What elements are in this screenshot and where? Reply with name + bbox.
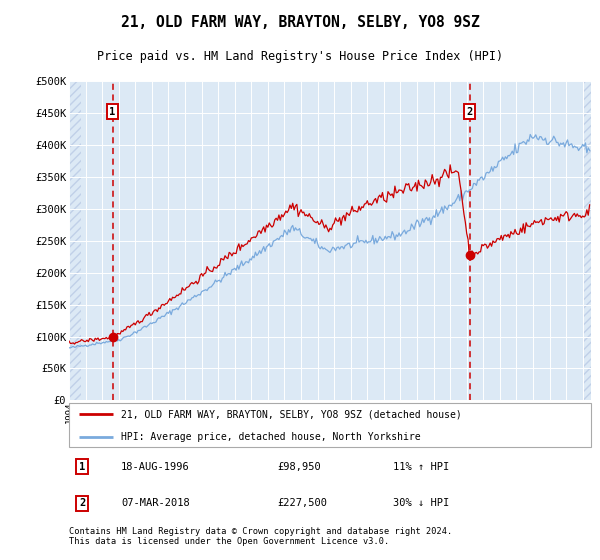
Text: 18-AUG-1996: 18-AUG-1996 bbox=[121, 462, 190, 472]
Text: 11% ↑ HPI: 11% ↑ HPI bbox=[392, 462, 449, 472]
FancyBboxPatch shape bbox=[69, 403, 591, 447]
Text: 2: 2 bbox=[467, 106, 473, 116]
Text: 1: 1 bbox=[109, 106, 116, 116]
Text: 1: 1 bbox=[79, 462, 85, 472]
Text: Price paid vs. HM Land Registry's House Price Index (HPI): Price paid vs. HM Land Registry's House … bbox=[97, 50, 503, 63]
Text: Contains HM Land Registry data © Crown copyright and database right 2024.
This d: Contains HM Land Registry data © Crown c… bbox=[69, 527, 452, 547]
Text: 07-MAR-2018: 07-MAR-2018 bbox=[121, 498, 190, 508]
Text: HPI: Average price, detached house, North Yorkshire: HPI: Average price, detached house, Nort… bbox=[121, 432, 421, 441]
Text: 21, OLD FARM WAY, BRAYTON, SELBY, YO8 9SZ: 21, OLD FARM WAY, BRAYTON, SELBY, YO8 9S… bbox=[121, 15, 479, 30]
Text: 2: 2 bbox=[79, 498, 85, 508]
Text: 30% ↓ HPI: 30% ↓ HPI bbox=[392, 498, 449, 508]
Text: 21, OLD FARM WAY, BRAYTON, SELBY, YO8 9SZ (detached house): 21, OLD FARM WAY, BRAYTON, SELBY, YO8 9S… bbox=[121, 409, 462, 419]
Text: £227,500: £227,500 bbox=[278, 498, 328, 508]
Bar bbox=[69, 81, 82, 400]
Text: £98,950: £98,950 bbox=[278, 462, 322, 472]
Bar bbox=[583, 81, 591, 400]
